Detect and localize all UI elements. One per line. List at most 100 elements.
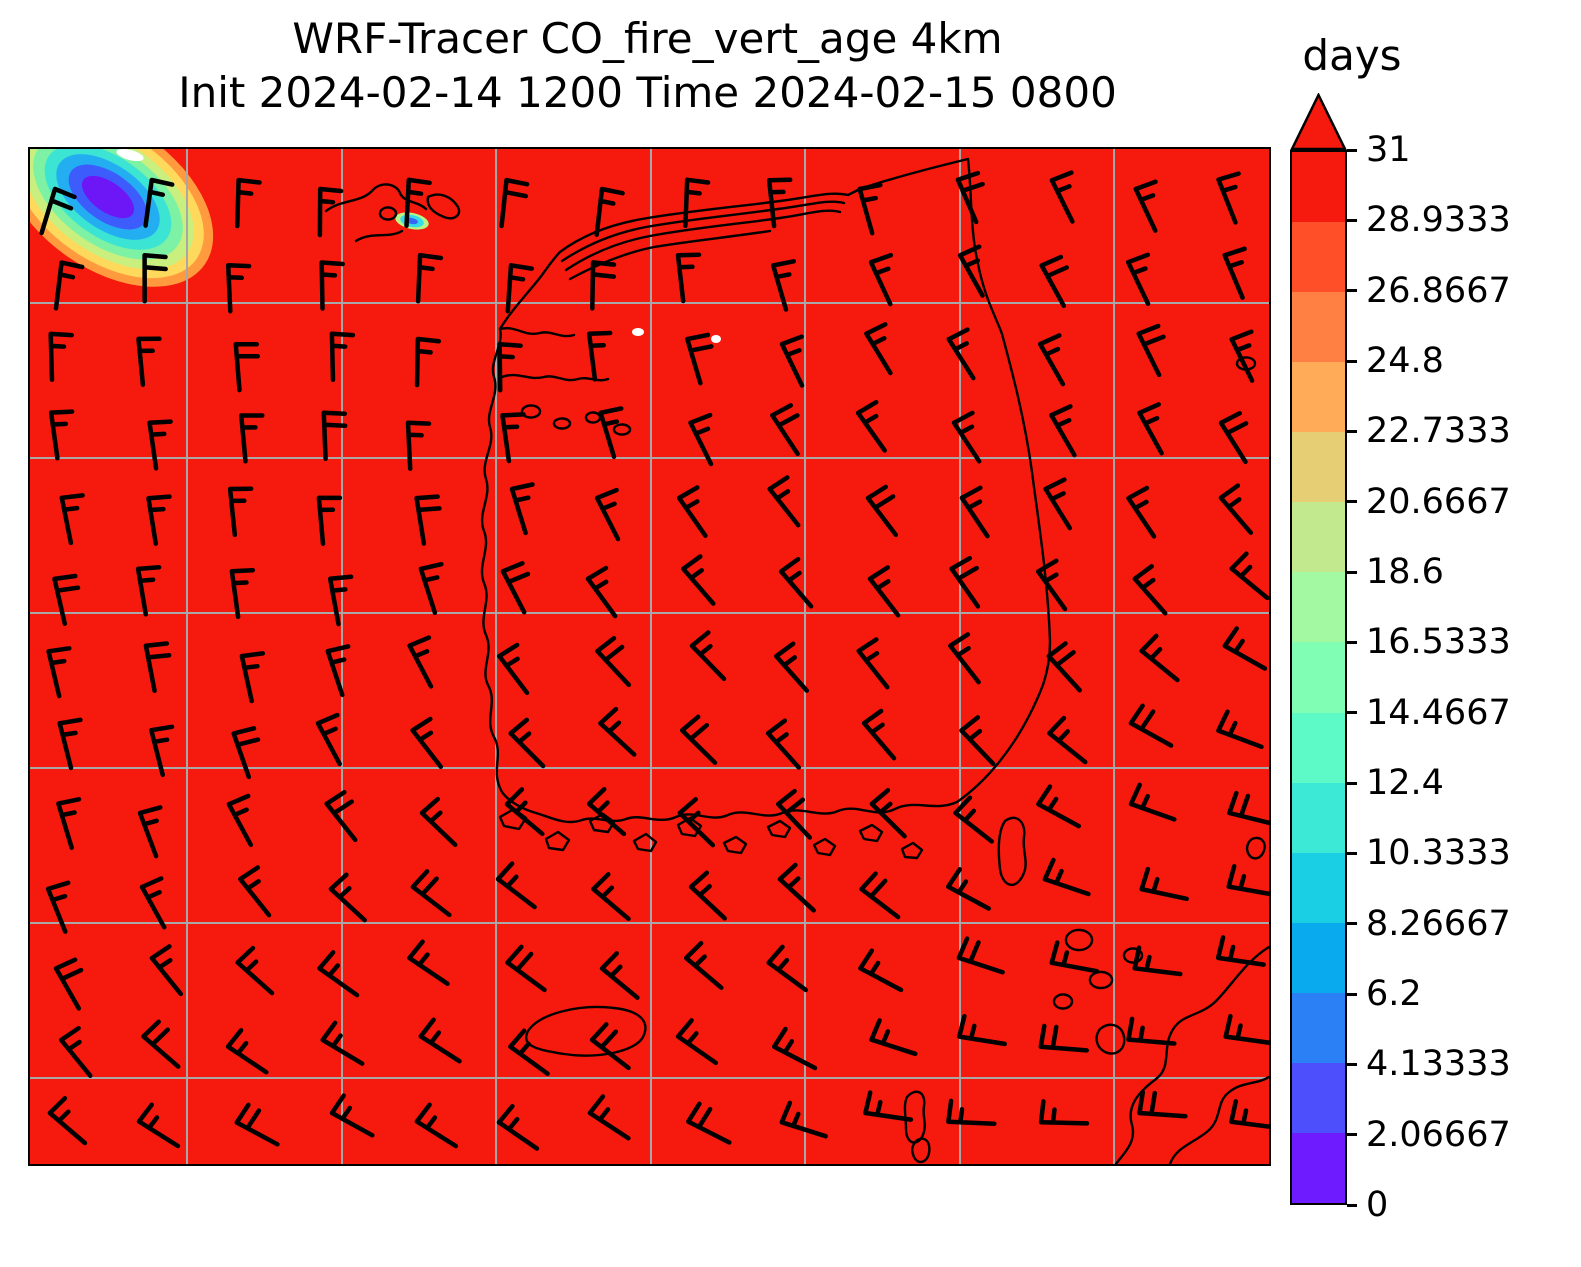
chart-title-line-2: Init 2024-02-14 1200 Time 2024-02-15 080…	[178, 68, 1117, 117]
colorbar-segment	[1292, 502, 1345, 573]
wind-barb	[53, 260, 85, 311]
wind-barb	[225, 1028, 269, 1075]
wind-barb	[317, 186, 344, 238]
wind-barb	[1222, 246, 1247, 300]
wind-barb	[58, 1025, 93, 1078]
wind-barb	[957, 244, 985, 298]
wind-barb	[864, 322, 893, 376]
wind-barb	[859, 871, 901, 920]
wind-barb	[1215, 935, 1266, 967]
wind-barb	[321, 410, 348, 461]
wind-barb	[52, 573, 81, 626]
wind-barb	[598, 706, 637, 757]
wind-barb	[957, 1013, 1007, 1047]
wind-barb	[1049, 170, 1075, 224]
wind-barb	[1132, 945, 1183, 977]
wind-barb	[1223, 1013, 1269, 1045]
wind-barb	[766, 177, 793, 229]
wind-barbs	[39, 170, 1269, 1151]
wind-barb	[675, 1018, 719, 1066]
colorbar-tick	[1347, 500, 1357, 504]
white-speck	[632, 328, 644, 336]
wind-barb	[1227, 790, 1269, 826]
wind-barb	[149, 944, 184, 997]
wind-barb	[1222, 626, 1268, 671]
wind-barb	[508, 717, 546, 769]
wind-barb	[317, 950, 360, 998]
wind-barb	[868, 252, 894, 307]
colorbar-tick	[1347, 851, 1357, 855]
wind-barb	[598, 406, 624, 460]
wind-barb	[233, 341, 261, 393]
wind-barb	[955, 170, 985, 225]
wind-barb	[56, 797, 82, 850]
wind-barb	[505, 263, 534, 314]
colorbar-tick-label: 0	[1366, 1185, 1389, 1225]
wind-barb	[1036, 784, 1082, 829]
wind-barb	[1132, 564, 1168, 616]
wind-barb	[505, 944, 547, 993]
colorbar-extend-triangle-icon	[1290, 93, 1347, 150]
wind-barb	[959, 485, 990, 539]
wind-barb	[410, 869, 452, 918]
wind-barb	[48, 409, 75, 461]
colorbar-segment	[1292, 152, 1345, 223]
wind-barb	[857, 182, 883, 236]
wind-barb	[415, 252, 444, 304]
wind-barb	[495, 861, 537, 910]
wind-barb	[57, 717, 83, 771]
colorbar-segment	[1292, 222, 1345, 293]
wind-barb	[856, 637, 890, 690]
colorbar-tick-label: 20.6667	[1366, 481, 1511, 522]
colorbar-tick-label: 18.6	[1366, 552, 1444, 592]
wind-barb	[1047, 715, 1088, 765]
colorbar-tick-label: 12.4	[1366, 763, 1444, 803]
wind-barb	[1038, 1099, 1090, 1126]
wind-barb	[1136, 323, 1166, 378]
low-age-blob	[30, 149, 214, 287]
wind-barb	[949, 555, 981, 609]
wind-barb	[238, 865, 272, 918]
wind-barb	[1039, 254, 1069, 309]
graticule-grid	[30, 149, 1269, 1164]
wind-barb	[858, 948, 904, 993]
colorbar-segment	[1292, 712, 1345, 783]
wind-barb	[1126, 1016, 1177, 1046]
colorbar	[1290, 150, 1347, 1205]
colorbar-segment	[1292, 1132, 1345, 1203]
wind-barb	[594, 487, 621, 542]
colorbar-tick-label: 4.13333	[1366, 1044, 1511, 1085]
wind-barb	[226, 793, 254, 848]
colorbar-segment	[1292, 922, 1345, 993]
wind-barb	[1037, 333, 1066, 387]
wind-barb	[595, 635, 632, 688]
wind-barb	[1049, 404, 1077, 458]
wind-barb	[865, 484, 899, 538]
wind-barb	[497, 341, 523, 393]
wind-barb	[414, 1102, 459, 1149]
wind-barb	[315, 712, 342, 767]
wind-barb	[329, 331, 356, 383]
wind-barb	[231, 726, 261, 780]
wind-barb	[414, 336, 442, 388]
wind-barb	[686, 1101, 732, 1145]
wind-barb	[319, 260, 345, 311]
colorbar-tick-label: 10.3333	[1366, 833, 1511, 874]
wind-barb	[137, 805, 163, 859]
wind-barb	[683, 940, 724, 990]
wind-barb	[1218, 483, 1254, 535]
wind-barb	[771, 1026, 818, 1071]
wind-barb	[777, 862, 816, 913]
wind-barb	[688, 412, 714, 467]
wind-barb	[948, 632, 981, 685]
wind-barb	[1218, 411, 1249, 465]
colorbar-segment	[1292, 642, 1345, 713]
wind-barb	[47, 1096, 88, 1146]
map-plot	[28, 147, 1271, 1166]
wind-barb	[1229, 329, 1255, 383]
colorbar-tick	[1347, 640, 1357, 644]
colorbar-tick-label: 24.8	[1366, 341, 1444, 381]
wind-barb	[591, 872, 631, 922]
wind-barb	[48, 331, 74, 383]
